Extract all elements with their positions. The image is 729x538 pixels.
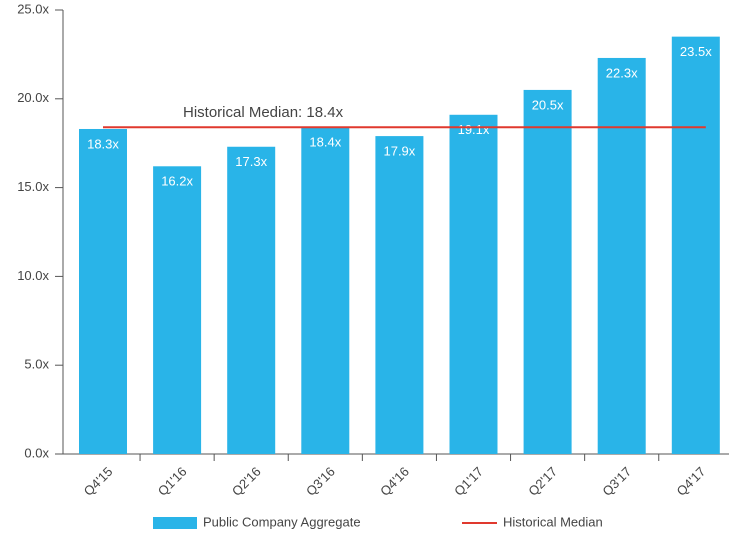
value-label: 17.9x: [383, 144, 415, 159]
y-tick-label: 10.0x: [17, 268, 49, 283]
bar: [153, 166, 202, 454]
x-tick-label: Q3'17: [599, 464, 634, 499]
x-tick-label: Q2'16: [229, 464, 264, 499]
y-tick-label: 0.0x: [24, 445, 49, 460]
legend-label: Historical Median: [503, 514, 603, 529]
x-tick-label: Q4'15: [81, 464, 116, 499]
value-label: 22.3x: [606, 65, 638, 80]
x-tick-label: Q2'17: [525, 464, 560, 499]
value-label: 23.5x: [680, 44, 712, 59]
value-label: 17.3x: [235, 154, 267, 169]
bar: [79, 128, 127, 454]
y-tick-label: 25.0x: [17, 1, 49, 16]
median-annotation: Historical Median: 18.4x: [183, 104, 344, 121]
legend-swatch: [153, 517, 197, 529]
bar: [375, 136, 424, 454]
value-label: 18.3x: [87, 136, 119, 151]
x-tick-label: Q1'16: [155, 464, 190, 499]
legend-label: Public Company Aggregate: [203, 514, 361, 529]
value-label: 18.4x: [309, 135, 341, 150]
bar: [227, 146, 276, 454]
value-label: 20.5x: [532, 97, 564, 112]
bar: [449, 114, 498, 454]
x-tick-label: Q1'17: [451, 464, 486, 499]
y-tick-label: 20.0x: [17, 90, 49, 105]
y-tick-label: 5.0x: [24, 357, 49, 372]
bar: [671, 36, 720, 454]
value-label: 19.1x: [458, 122, 490, 137]
bar: [301, 127, 350, 454]
bar: [523, 89, 572, 455]
bar: [597, 57, 646, 455]
value-label: 16.2x: [161, 174, 193, 189]
x-tick-label: Q4'17: [673, 464, 708, 499]
x-tick-label: Q4'16: [377, 464, 412, 499]
y-tick-label: 15.0x: [17, 179, 49, 194]
x-tick-label: Q3'16: [303, 464, 338, 499]
